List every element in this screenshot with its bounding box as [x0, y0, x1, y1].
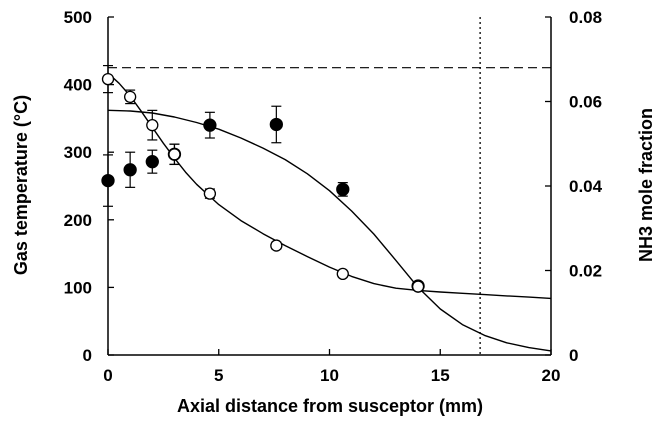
plot-frame	[107, 17, 552, 356]
data-points	[101, 64, 425, 293]
nh3-point	[336, 267, 349, 281]
reference-lines	[108, 17, 551, 355]
nh3-point	[203, 187, 217, 200]
nh3-point	[270, 239, 283, 252]
temperature-point	[336, 182, 350, 197]
axis-ticks: 0 5 10 15 20010020030040050000.020.040.060.0…	[64, 8, 603, 385]
nh3-fit-curve	[107, 72, 552, 300]
y-left-tick-label: 100	[64, 278, 92, 297]
temperature-point	[123, 163, 137, 177]
temperature-point	[203, 118, 217, 132]
y-left-tick-label: 300	[64, 143, 92, 162]
x-tick-label: 20	[542, 366, 561, 385]
nh3-point	[101, 72, 115, 86]
x-tick-label: 5	[214, 366, 223, 385]
y-left-tick-label: 0	[83, 346, 92, 365]
temperature-point	[145, 155, 159, 169]
y-right-tick-label: 0.04	[569, 177, 603, 196]
x-tick-label: 0	[103, 366, 112, 385]
temperature-point	[269, 117, 283, 132]
nh3-point	[123, 90, 137, 104]
x-axis-title: Axial distance from susceptor (mm)	[177, 396, 483, 416]
y-right-tick-label: 0	[569, 346, 578, 365]
y-left-tick-label: 200	[64, 211, 92, 230]
y-axis-right-title: NH3 mole fraction	[636, 108, 656, 262]
x-tick-label: 15	[431, 366, 450, 385]
temperature-fit-curve	[107, 109, 552, 352]
nh3-point	[168, 148, 181, 161]
y-right-tick-label: 0.02	[569, 262, 602, 281]
y-right-tick-label: 0.06	[569, 93, 602, 112]
y-right-tick-label: 0.08	[569, 8, 602, 27]
y-axis-left-title: Gas temperature (°C)	[11, 95, 31, 275]
y-left-tick-label: 400	[64, 76, 92, 95]
y-left-tick-label: 500	[64, 8, 92, 27]
fitted-curves	[107, 72, 552, 352]
nh3-point	[146, 119, 159, 132]
x-tick-label: 10	[320, 366, 339, 385]
temperature-point	[101, 173, 115, 188]
nh3-point	[411, 280, 425, 293]
